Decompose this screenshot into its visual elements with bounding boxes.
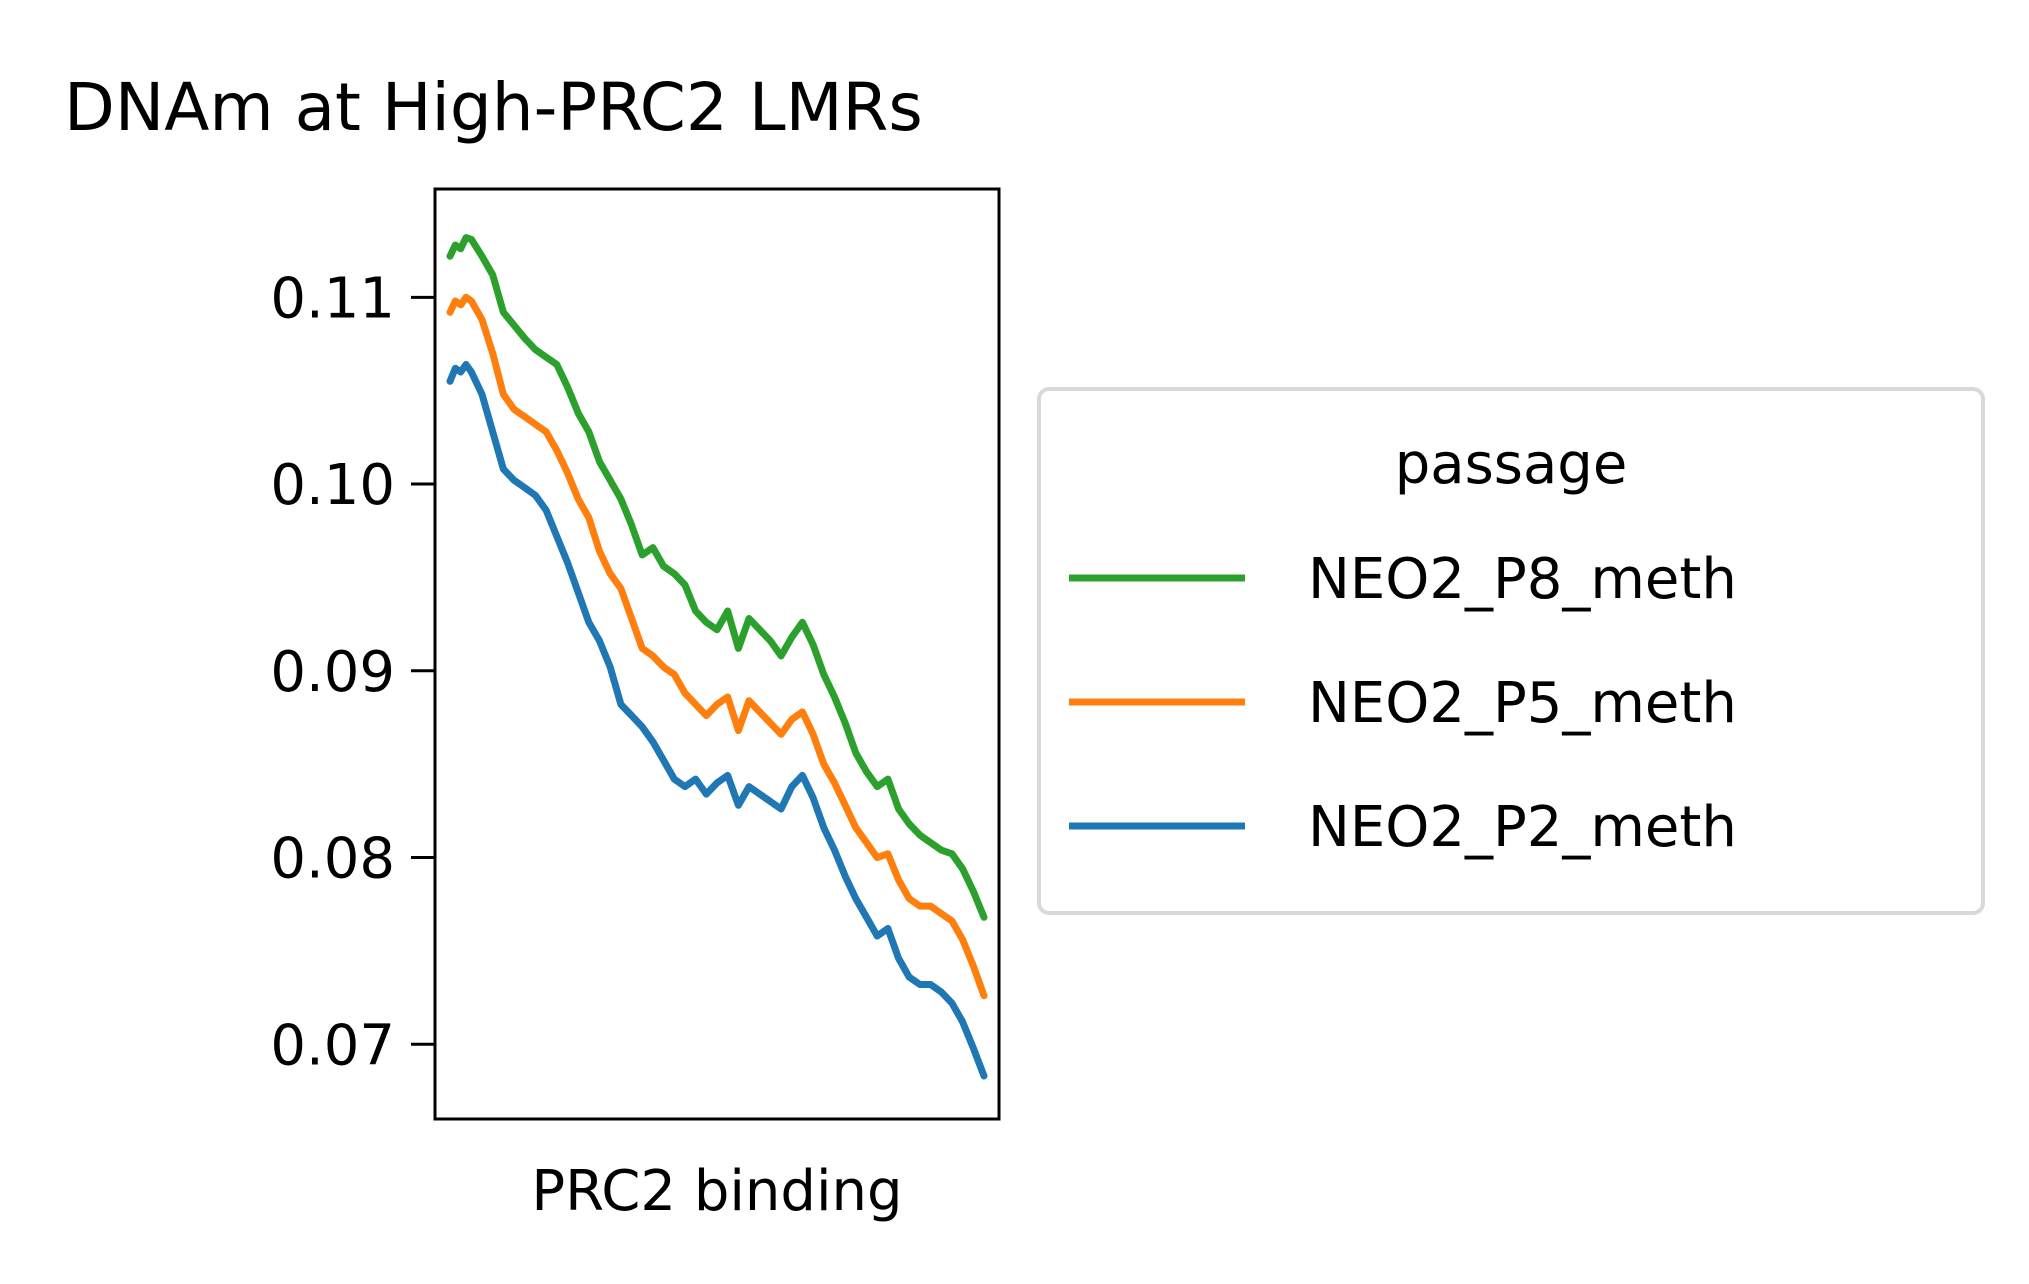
series-line-1: [446, 293, 988, 1000]
y-tick-label: 0.11: [270, 266, 395, 331]
y-tick-label: 0.07: [270, 1013, 395, 1078]
legend-entries: NEO2_P8_meth NEO2_P5_meth NEO2_P2_meth: [1069, 547, 1737, 860]
y-tick-label: 0.09: [270, 640, 395, 705]
y-tick-label: 0.08: [270, 827, 395, 892]
legend-label: NEO2_P5_meth: [1308, 671, 1737, 736]
legend-label: NEO2_P2_meth: [1308, 795, 1737, 860]
legend-title: passage: [1395, 432, 1628, 497]
series-line-0: [446, 234, 988, 921]
series-layer: [446, 234, 988, 1080]
series-line-2: [446, 361, 988, 1080]
legend-label: NEO2_P8_meth: [1308, 547, 1737, 612]
y-tick-label: 0.10: [270, 453, 395, 518]
legend: passage NEO2_P8_meth NEO2_P5_meth NEO2_P2_…: [1037, 387, 1985, 915]
legend-frame: [1037, 387, 1985, 915]
x-axis-label: PRC2 binding: [531, 1159, 902, 1224]
plot-frame: [433, 187, 1001, 1121]
y-axis: 0.07 0.08 0.09 0.10 0.11: [270, 266, 435, 1078]
chart-title: DNAm at High-PRC2 LMRs: [64, 69, 923, 146]
